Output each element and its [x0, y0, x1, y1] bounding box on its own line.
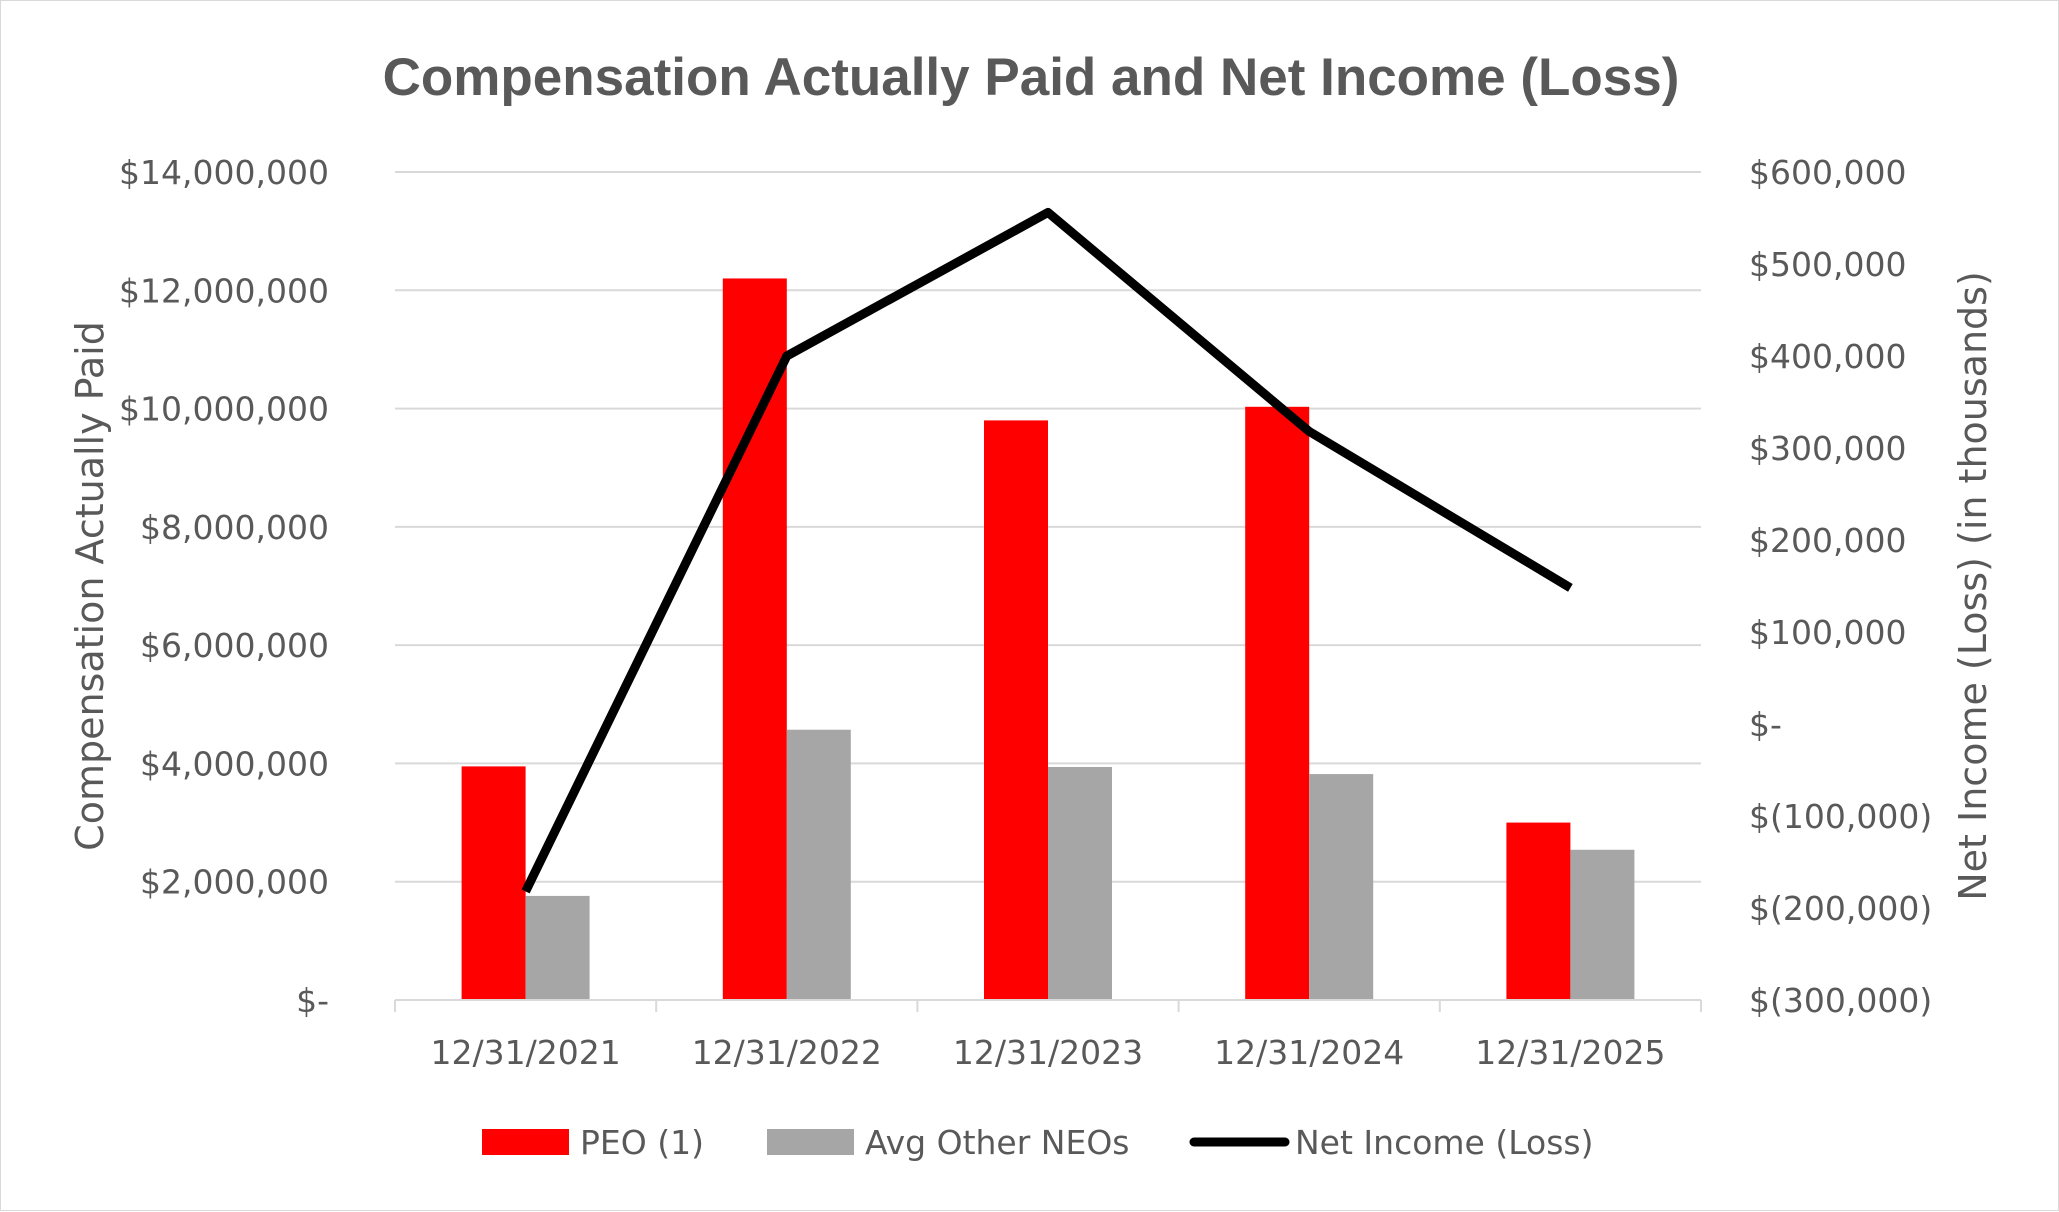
- bar-peo: [984, 420, 1048, 1000]
- y-axis-right-label: Net Income (Loss) (in thousands): [1951, 271, 1995, 901]
- bar-avg-other-neos: [1570, 850, 1634, 1000]
- y-right-tick-label: $100,000: [1749, 613, 1906, 652]
- legend: PEO (1) Avg Other NEOs Net Income (Loss): [482, 1123, 1593, 1162]
- y-left-tick-label: $2,000,000: [140, 863, 329, 902]
- y-right-tick-label: $(200,000): [1749, 889, 1932, 928]
- y-right-tick-label: $(300,000): [1749, 981, 1932, 1020]
- bar-avg-other-neos: [787, 730, 851, 1000]
- x-tick-label: 12/31/2021: [430, 1033, 620, 1072]
- chart-title: Compensation Actually Paid and Net Incom…: [383, 48, 1680, 107]
- bar-avg-other-neos: [526, 896, 590, 1000]
- y-left-tick-label: $-: [296, 981, 329, 1020]
- x-tick-label: 12/31/2022: [692, 1033, 882, 1072]
- bar-peo: [462, 766, 526, 1000]
- y-right-tick-label: $600,000: [1749, 153, 1906, 192]
- y-right-tick-label: $-: [1749, 705, 1782, 744]
- y-left-tick-label: $8,000,000: [140, 508, 329, 547]
- y-left-tick-label: $12,000,000: [119, 271, 329, 310]
- legend-swatch-avg-other-neos: [767, 1129, 854, 1155]
- x-tick-label: 12/31/2025: [1475, 1033, 1665, 1072]
- y-left-tick-label: $14,000,000: [119, 153, 329, 192]
- x-tick-label: 12/31/2023: [953, 1033, 1143, 1072]
- bar-avg-other-neos: [1048, 767, 1112, 1000]
- y-right-tick-label: $300,000: [1749, 429, 1906, 468]
- bar-peo: [1245, 407, 1309, 1000]
- legend-label-net-income: Net Income (Loss): [1295, 1123, 1593, 1162]
- legend-swatch-peo: [482, 1129, 569, 1155]
- legend-label-peo: PEO (1): [580, 1123, 704, 1162]
- y-right-tick-label: $400,000: [1749, 337, 1906, 376]
- y-right-tick-label: $(100,000): [1749, 797, 1932, 836]
- bar-peo: [723, 278, 787, 1000]
- legend-label-avg-other-neos: Avg Other NEOs: [865, 1123, 1130, 1162]
- bar-peo: [1506, 823, 1570, 1000]
- x-tick-label: 12/31/2024: [1214, 1033, 1404, 1072]
- y-axis-left-label: Compensation Actually Paid: [68, 321, 112, 851]
- y-left-tick-label: $10,000,000: [119, 390, 329, 429]
- y-right-tick-label: $500,000: [1749, 245, 1906, 284]
- bars: [462, 278, 1635, 1000]
- y-left-tick-label: $4,000,000: [140, 744, 329, 783]
- y-right-tick-label: $200,000: [1749, 521, 1906, 560]
- bar-avg-other-neos: [1309, 774, 1373, 1000]
- y-left-tick-label: $6,000,000: [140, 626, 329, 665]
